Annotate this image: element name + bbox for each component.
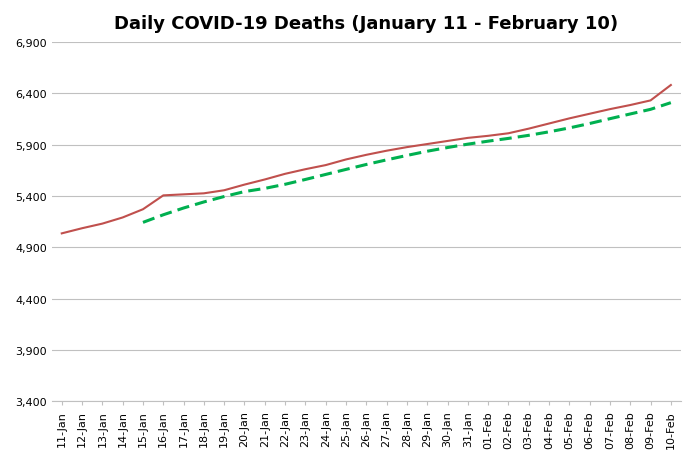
Title: Daily COVID-19 Deaths (January 11 - February 10): Daily COVID-19 Deaths (January 11 - Febr… xyxy=(114,15,618,33)
